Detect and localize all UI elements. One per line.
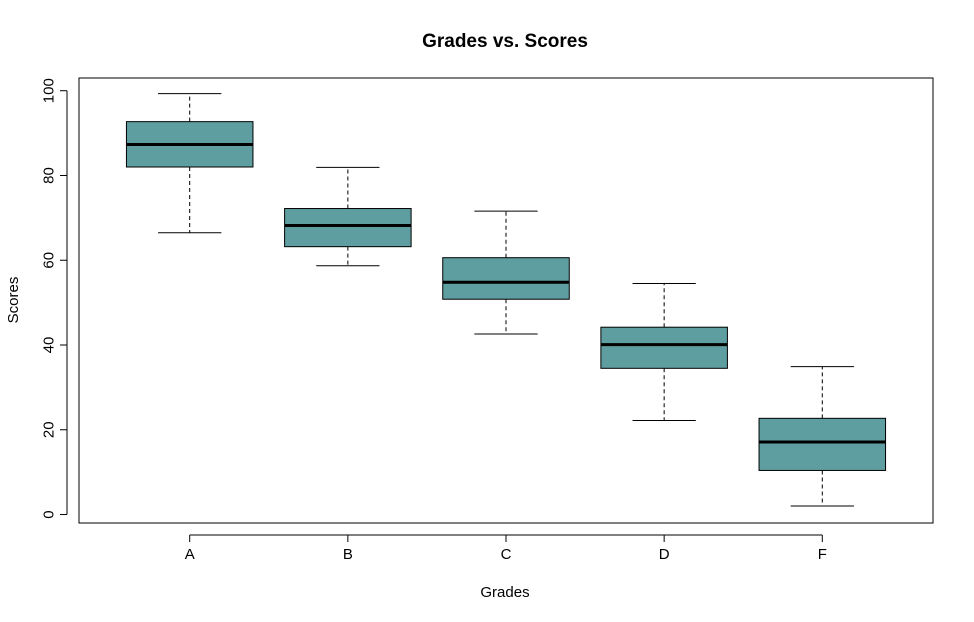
y-tick-label: 60 bbox=[41, 252, 58, 269]
box-A bbox=[125, 93, 254, 234]
plot-frame bbox=[78, 77, 934, 524]
iqr-box bbox=[284, 208, 412, 248]
x-axis-label: Grades bbox=[480, 584, 529, 601]
x-tick-label: C bbox=[501, 546, 512, 563]
box-C bbox=[442, 210, 570, 335]
iqr-box bbox=[600, 326, 728, 369]
box-B bbox=[284, 166, 412, 267]
boxes-group bbox=[125, 93, 887, 507]
y-axis: 0 20 40 60 80 100 bbox=[41, 78, 68, 519]
box-D bbox=[600, 283, 728, 421]
chart-title: Grades vs. Scores bbox=[422, 31, 588, 52]
y-tick-label: 0 bbox=[41, 510, 58, 518]
x-tick-label: D bbox=[659, 546, 670, 563]
x-tick-label: A bbox=[185, 546, 195, 563]
y-tick-label: 80 bbox=[41, 167, 58, 184]
x-tick-label: F bbox=[818, 546, 827, 563]
iqr-box bbox=[442, 257, 570, 300]
iqr-box bbox=[758, 417, 887, 471]
y-tick-label: 40 bbox=[41, 337, 58, 354]
x-tick-label: B bbox=[343, 546, 353, 563]
box-F bbox=[758, 366, 887, 507]
y-axis-label: Scores bbox=[5, 277, 22, 324]
y-tick-label: 20 bbox=[41, 421, 58, 438]
y-tick-label: 100 bbox=[41, 78, 58, 103]
